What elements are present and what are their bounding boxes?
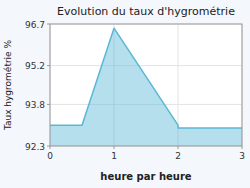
x-axis-label: heure par heure — [100, 171, 191, 182]
tick-y — [47, 104, 50, 105]
tick-label-x: 0 — [47, 151, 53, 161]
grid — [50, 24, 242, 146]
data-layer — [50, 28, 242, 146]
tick-x — [178, 146, 179, 149]
tick-label-y: 92.3 — [25, 142, 45, 152]
tick-x — [50, 146, 51, 149]
chart-svg: 92.3 93.8 95.2 96.7 0 1 2 3 Evolution du taux d'… — [0, 0, 250, 188]
area — [50, 28, 242, 146]
axes: 92.3 93.8 95.2 96.7 0 1 2 3 — [25, 20, 245, 162]
tick-label-y: 93.8 — [25, 100, 45, 110]
line — [50, 28, 242, 128]
grid-line-y — [50, 65, 242, 66]
tick-label-y: 95.2 — [25, 61, 45, 71]
plot-background — [50, 24, 242, 146]
plot-frame — [50, 24, 242, 146]
tick-y — [47, 65, 50, 66]
tick-label-y: 96.7 — [25, 20, 45, 30]
tick-x — [242, 146, 243, 149]
y-axis-label: Taux hygrométrie % — [3, 39, 13, 131]
tick-label-x: 3 — [239, 151, 245, 161]
chart-container: 92.3 93.8 95.2 96.7 0 1 2 3 Evolution du taux d'… — [0, 0, 250, 188]
tick-x — [114, 146, 115, 149]
title: Evolution du taux d'hygrométrie — [57, 5, 235, 18]
tick-label-x: 1 — [111, 151, 117, 161]
tick-y — [47, 24, 50, 25]
tick-label-x: 2 — [175, 151, 181, 161]
